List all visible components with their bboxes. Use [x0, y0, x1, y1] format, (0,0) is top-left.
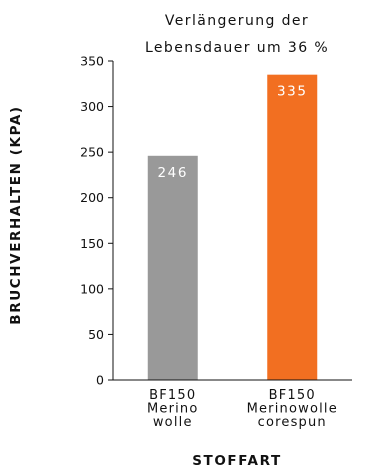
y-tick-label: 300: [80, 99, 104, 114]
y-axis-title: BRUCHVERHALTEN (KPA): [8, 105, 24, 324]
x-category-label: Merino: [147, 402, 199, 417]
bars: 246 335: [147, 74, 318, 381]
y-axis-ticks: 0 50 100 150 200 250 300 350: [80, 54, 113, 388]
y-tick-label: 100: [80, 281, 104, 296]
y-tick-label: 0: [96, 373, 104, 388]
x-category-label: Merinowolle: [247, 402, 338, 417]
x-axis-title: STOFFART: [192, 453, 282, 469]
x-category-label: corespun: [258, 415, 327, 430]
y-tick-label: 350: [80, 54, 104, 69]
bar-value-label: 246: [157, 165, 188, 181]
y-tick-label: 250: [80, 145, 104, 160]
x-category-label: BF150: [269, 388, 316, 403]
y-tick-label: 150: [80, 236, 104, 251]
bar-value-label: 335: [277, 84, 308, 100]
x-category-label: wolle: [153, 415, 193, 430]
bar: [147, 155, 198, 380]
bar: [267, 74, 318, 381]
y-tick-label: 50: [88, 327, 104, 342]
chart-title-line-1: Verlängerung der: [165, 13, 309, 29]
y-tick-label: 200: [80, 190, 104, 205]
x-category-label: BF150: [149, 388, 196, 403]
chart-title-line-2: Lebensdauer um 36 %: [145, 40, 329, 56]
